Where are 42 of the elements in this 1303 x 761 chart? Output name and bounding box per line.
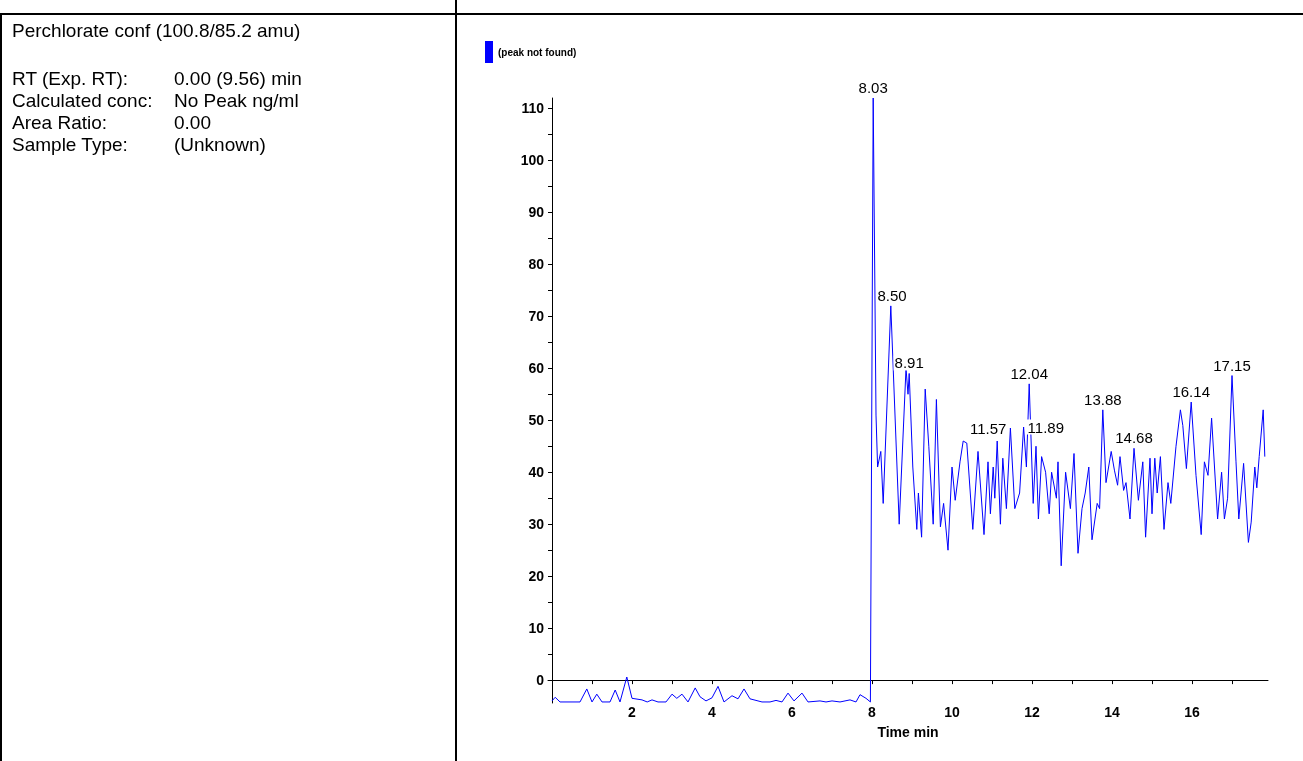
y-tick-label: 50 xyxy=(528,412,545,429)
annotation: 13.88 xyxy=(1084,390,1122,408)
y-tick-label: 110 xyxy=(521,100,545,117)
y-tick-label: 70 xyxy=(528,308,545,325)
y-tick-label: 100 xyxy=(520,152,545,169)
annotation: 17.15 xyxy=(1213,356,1251,374)
x-tick-label: 4 xyxy=(708,704,717,720)
x-tick-label: 10 xyxy=(944,704,960,720)
annotation: 11.89 xyxy=(1027,418,1065,436)
y-tick-label: 60 xyxy=(528,360,545,377)
x-tick-label: 6 xyxy=(788,704,797,720)
x-axis-title: Time min xyxy=(877,724,939,740)
text: (Unknown) xyxy=(174,134,267,156)
text: Perchlorate conf (100.8/85.2 amu) xyxy=(12,20,302,42)
annotation: 11.57 xyxy=(969,419,1007,437)
text: Area Ratio: xyxy=(12,112,109,134)
legend-label: (peak not found) xyxy=(498,46,577,58)
annotation: 12.04 xyxy=(1010,364,1048,382)
y-tick-label: 40 xyxy=(528,464,545,481)
annotation: 16.14 xyxy=(1172,383,1210,401)
annotation: 8.03 xyxy=(858,79,888,96)
text: No Peak ng/ml xyxy=(174,90,300,112)
annotation: 8.50 xyxy=(877,286,907,304)
y-tick-label: 20 xyxy=(528,568,545,585)
text: Calculated conc: xyxy=(12,90,154,112)
text: 0.00 xyxy=(174,112,212,134)
text: RT (Exp. RT): xyxy=(12,68,130,90)
x-tick-label: 8 xyxy=(868,704,877,720)
y-tick-label: 10 xyxy=(528,620,545,637)
x-tick-label: 12 xyxy=(1024,704,1040,720)
y-tick-label: 30 xyxy=(528,516,545,533)
annotation: 8.91 xyxy=(894,354,924,372)
text: Sample Type: xyxy=(12,134,129,156)
line-series xyxy=(551,97,1266,703)
x-tick-label: 16 xyxy=(1184,704,1200,720)
x-tick-label: 14 xyxy=(1104,704,1120,720)
y-tick-label: 0 xyxy=(536,672,545,689)
y-tick-label: 90 xyxy=(528,204,545,221)
text: 0.00 (9.56) min xyxy=(174,68,303,90)
annotation: 14.68 xyxy=(1115,429,1153,447)
y-tick-label: 80 xyxy=(528,256,545,273)
x-tick-label: 2 xyxy=(628,704,637,720)
